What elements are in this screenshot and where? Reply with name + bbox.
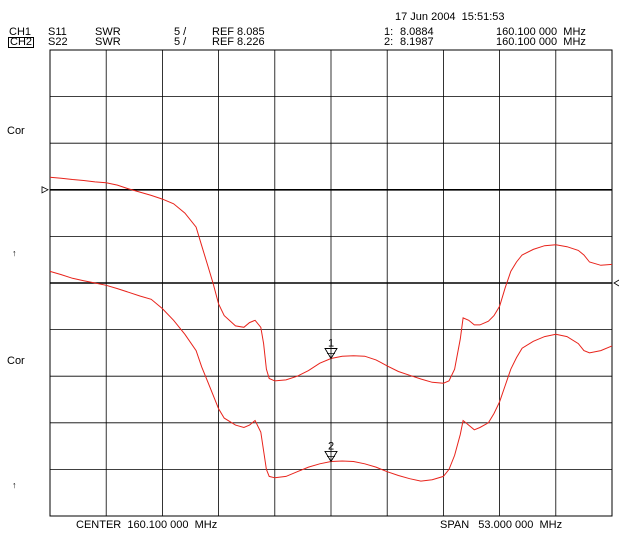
traces [49,176,613,482]
timestamp: 17 Jun 2004 15:51:53 [395,11,505,23]
ch1-marker-label: 1: [384,26,394,38]
ch1-marker-freq: 160.100 000 MHz [496,26,586,38]
markers: 12 [324,337,338,463]
ch2-marker-value: 8.1987 [400,36,434,48]
ch2-id: CH2 [8,36,35,48]
ch1-id: CH1 [9,26,32,38]
ch2-marker-label: 2: [384,36,394,48]
side-label-cor-2: Cor [7,355,25,367]
ch2-scale: 5 / [174,36,187,48]
center-frequency: CENTER 160.100 000 MHz [76,519,218,531]
ch1-format: SWR [95,26,121,38]
ch2-marker-freq: 160.100 000 MHz [496,36,586,48]
ch2-ref: REF 8.226 [212,36,265,48]
ref-arrow-left-icon [41,186,49,194]
side-arrow-2: ↑ [12,480,17,490]
side-label-cor-1: Cor [7,125,25,137]
trace-2 [49,270,613,482]
trace-1 [49,176,613,384]
ch1-ref: REF 8.085 [212,26,265,38]
reference-arrows [41,186,619,287]
ref-arrow-right-icon [613,279,619,287]
span-frequency: SPAN 53.000 000 MHz [440,519,563,531]
ch2-format: SWR [95,36,121,48]
ch1-marker-value: 8.0884 [400,26,434,38]
side-arrow-1: ↑ [12,248,17,258]
reference-lines [50,189,612,284]
ch2-param: S22 [48,36,68,48]
marker-2-label: 2 [328,440,334,452]
ch1-scale: 5 / [174,26,187,38]
marker-1-label: 1 [328,337,334,349]
ch1-param: S11 [48,26,67,38]
